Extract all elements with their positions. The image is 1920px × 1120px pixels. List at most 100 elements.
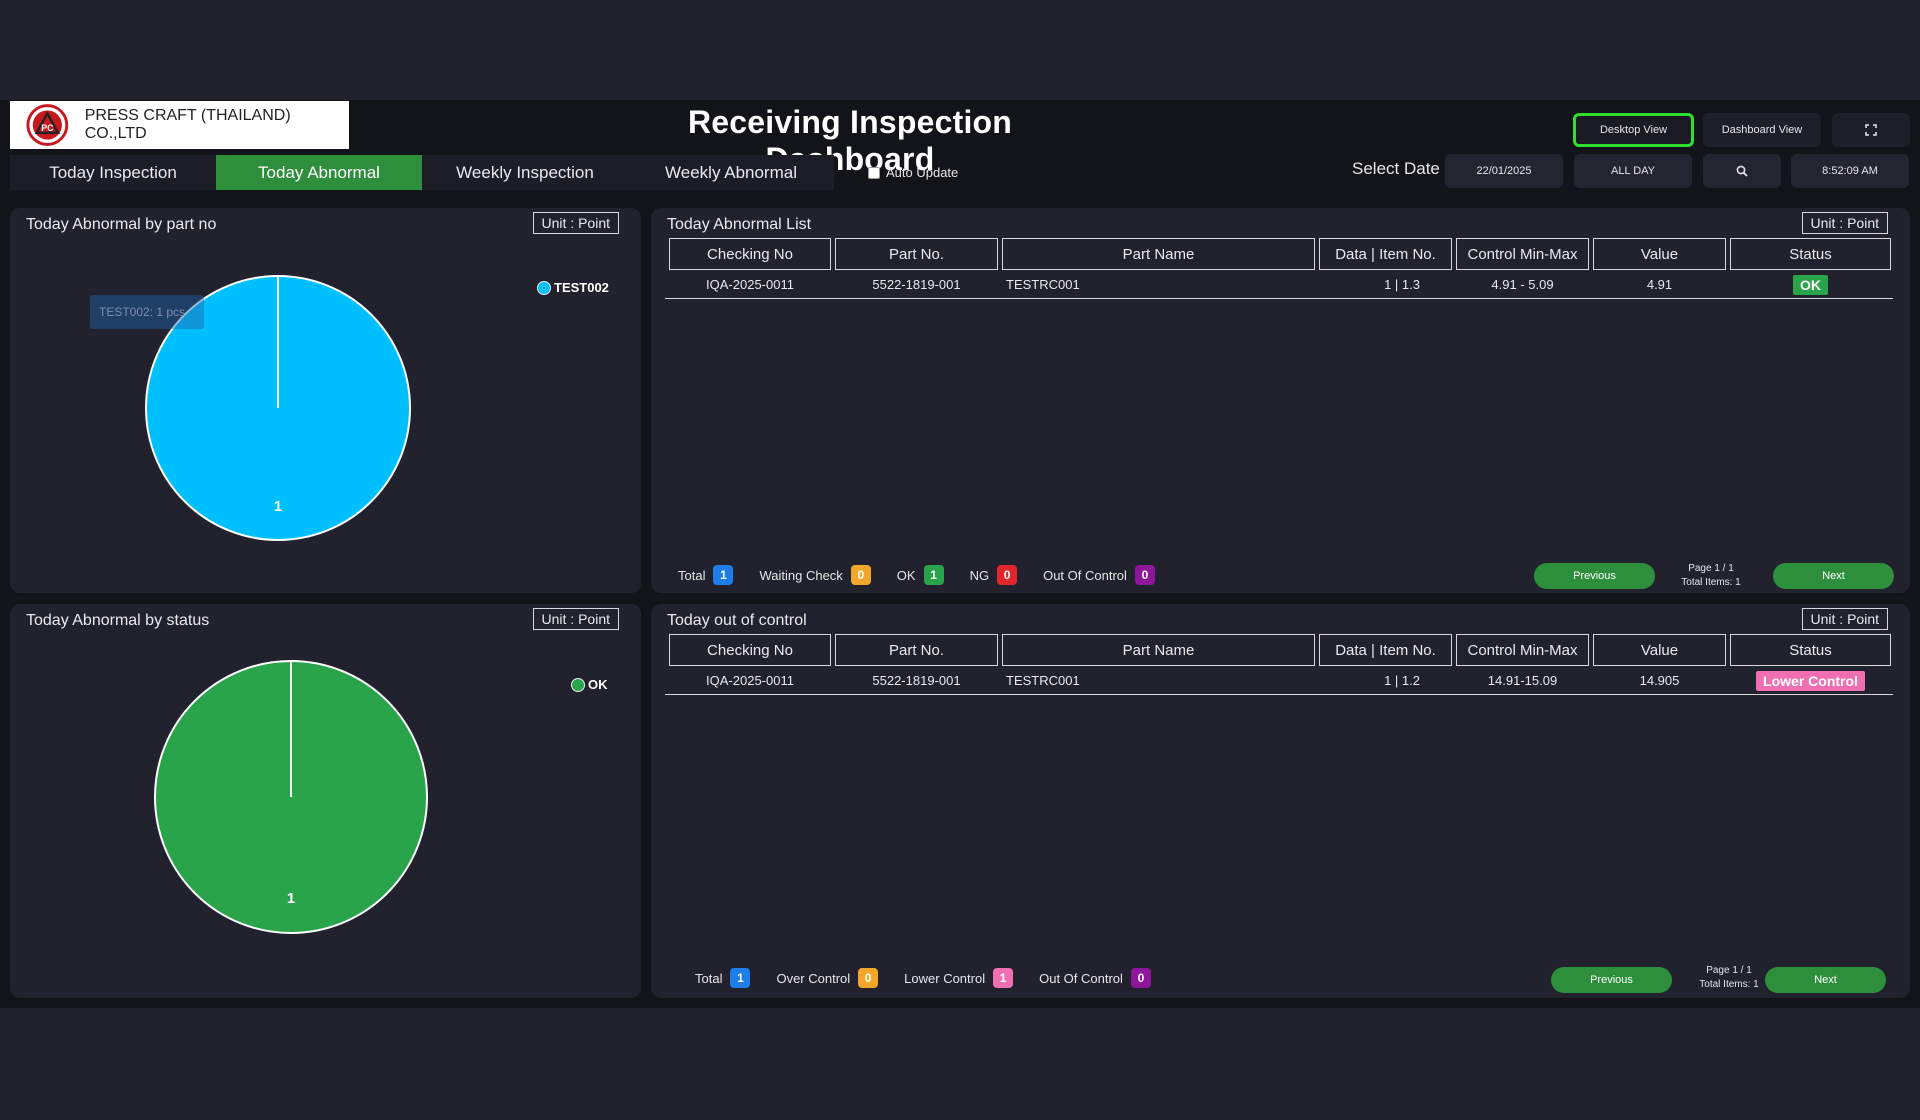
- status-pie-chart: 1: [154, 660, 428, 934]
- total-label: Total: [695, 970, 723, 986]
- panel-title: Today Abnormal by status: [26, 612, 210, 629]
- cell-status: Lower Control: [1730, 666, 1891, 695]
- pie-data-label: 1: [287, 890, 295, 907]
- col-checking-no[interactable]: Checking No: [669, 634, 831, 666]
- out-of-control-panel: Today out of control Unit : Point Checki…: [651, 604, 1910, 998]
- waiting-count: 0: [850, 565, 871, 585]
- col-part-name[interactable]: Part Name: [1002, 238, 1315, 270]
- panel-title: Today Abnormal by part no: [26, 216, 217, 233]
- page-number: Page 1 / 1: [1688, 563, 1734, 574]
- over-count: 0: [858, 968, 879, 988]
- company-logo-icon: PC: [26, 104, 69, 146]
- cell-checking-no: IQA-2025-0011: [706, 673, 794, 688]
- legend-label: TEST002: [554, 280, 609, 295]
- tab-today-abnormal[interactable]: Today Abnormal: [216, 155, 422, 190]
- out-of-control-stats: Total 1 Over Control 0 Lower Control 1 O…: [695, 968, 1177, 988]
- tab-weekly-inspection[interactable]: Weekly Inspection: [422, 155, 628, 190]
- col-part-no[interactable]: Part No.: [835, 238, 998, 270]
- status-legend[interactable]: OK: [571, 677, 608, 692]
- row-divider: [665, 694, 1893, 695]
- unit-label: Unit : Point: [1801, 212, 1888, 234]
- lower-label: Lower Control: [904, 970, 986, 986]
- abnormal-by-part-panel: Today Abnormal by part no Unit : Point 1…: [10, 208, 641, 593]
- col-value[interactable]: Value: [1593, 238, 1726, 270]
- fullscreen-button[interactable]: [1832, 113, 1910, 147]
- col-checking-no[interactable]: Checking No: [669, 238, 831, 270]
- cell-status: OK: [1730, 270, 1891, 299]
- ng-count: 0: [997, 565, 1018, 585]
- cell-value: 4.91: [1646, 277, 1673, 292]
- panel-title: Today out of control: [667, 612, 807, 629]
- date-picker[interactable]: 22/01/2025: [1445, 154, 1563, 188]
- col-status[interactable]: Status: [1730, 238, 1891, 270]
- tab-today-inspection[interactable]: Today Inspection: [10, 155, 216, 190]
- unit-label: Unit : Point: [532, 608, 619, 630]
- cell-data-item: 1 | 1.2: [1384, 673, 1420, 688]
- table-row[interactable]: IQA-2025-0011 5522-1819-001 TESTRC001 1 …: [669, 666, 1891, 695]
- cell-control: 14.91-15.09: [1487, 673, 1558, 688]
- row-divider: [665, 298, 1893, 299]
- search-icon: [1736, 165, 1748, 177]
- lower-count: 1: [993, 968, 1014, 988]
- cell-value: 14.905: [1639, 673, 1680, 688]
- ok-label: OK: [896, 567, 916, 583]
- col-data-item[interactable]: Data | Item No.: [1319, 238, 1452, 270]
- previous-button[interactable]: Previous: [1551, 967, 1672, 993]
- part-legend[interactable]: TEST002: [537, 280, 609, 295]
- table-header-row: Checking No Part No. Part Name Data | It…: [669, 238, 1891, 270]
- auto-update-toggle[interactable]: Auto Update: [868, 165, 958, 180]
- range-select[interactable]: ALL DAY: [1574, 154, 1692, 188]
- ng-label: NG: [969, 567, 990, 583]
- legend-color-dot: [571, 677, 585, 692]
- status-badge: OK: [1793, 274, 1828, 295]
- col-part-no[interactable]: Part No.: [835, 634, 998, 666]
- unit-label: Unit : Point: [1801, 608, 1888, 630]
- waiting-label: Waiting Check: [759, 567, 843, 583]
- cell-part-no: 5522-1819-001: [872, 277, 961, 292]
- ooc-label: Out Of Control: [1043, 567, 1127, 583]
- col-data-item[interactable]: Data | Item No.: [1319, 634, 1452, 666]
- total-label: Total: [678, 567, 706, 583]
- desktop-view-button[interactable]: Desktop View: [1573, 113, 1694, 147]
- abnormal-stats: Total 1 Waiting Check 0 OK 1 NG 0 Out Of…: [678, 565, 1181, 585]
- table-row[interactable]: IQA-2025-0011 5522-1819-001 TESTRC001 1 …: [669, 270, 1891, 299]
- abnormal-list-panel: Today Abnormal List Unit : Point Checkin…: [651, 208, 1910, 593]
- dashboard-view-button[interactable]: Dashboard View: [1703, 113, 1821, 147]
- previous-button[interactable]: Previous: [1534, 563, 1655, 589]
- status-badge: Lower Control: [1756, 670, 1865, 691]
- select-date-label: Select Date: [1352, 159, 1440, 178]
- abnormal-table: Checking No Part No. Part Name Data | It…: [665, 238, 1895, 299]
- clock-display: 8:52:09 AM: [1791, 154, 1909, 188]
- auto-update-checkbox[interactable]: [868, 166, 880, 179]
- total-count: 1: [713, 565, 734, 585]
- cell-part-name: TESTRC001: [1006, 673, 1080, 688]
- total-items: Total Items: 1: [1681, 577, 1741, 588]
- ok-count: 1: [923, 565, 944, 585]
- unit-label: Unit : Point: [532, 212, 619, 234]
- company-name: PRESS CRAFT (THAILAND) CO.,LTD: [84, 107, 291, 142]
- total-count: 1: [730, 968, 751, 988]
- legend-label: OK: [588, 677, 608, 692]
- tab-weekly-abnormal[interactable]: Weekly Abnormal: [628, 155, 834, 190]
- search-button[interactable]: [1703, 154, 1781, 188]
- pie-data-label: 1: [274, 498, 282, 515]
- over-label: Over Control: [776, 970, 851, 986]
- cell-data-item: 1 | 1.3: [1384, 277, 1420, 292]
- col-control-min-max[interactable]: Control Min-Max: [1456, 634, 1589, 666]
- nav-tabs: Today Inspection Today Abnormal Weekly I…: [10, 155, 834, 190]
- ooc-count: 0: [1130, 968, 1151, 988]
- ooc-label: Out Of Control: [1039, 970, 1123, 986]
- page-info: Page 1 / 1 Total Items: 1: [1666, 562, 1756, 590]
- col-value[interactable]: Value: [1593, 634, 1726, 666]
- company-logo-box: PC PRESS CRAFT (THAILAND) CO.,LTD: [10, 101, 349, 149]
- pie-tooltip: TEST002: 1 pcs: [90, 295, 204, 329]
- col-status[interactable]: Status: [1730, 634, 1891, 666]
- next-button[interactable]: Next: [1765, 967, 1886, 993]
- next-button[interactable]: Next: [1773, 563, 1894, 589]
- col-part-name[interactable]: Part Name: [1002, 634, 1315, 666]
- fullscreen-icon: [1865, 124, 1877, 136]
- col-control-min-max[interactable]: Control Min-Max: [1456, 238, 1589, 270]
- cell-part-name: TESTRC001: [1006, 277, 1080, 292]
- out-of-control-table: Checking No Part No. Part Name Data | It…: [665, 634, 1895, 695]
- cell-control: 4.91 - 5.09: [1491, 277, 1554, 292]
